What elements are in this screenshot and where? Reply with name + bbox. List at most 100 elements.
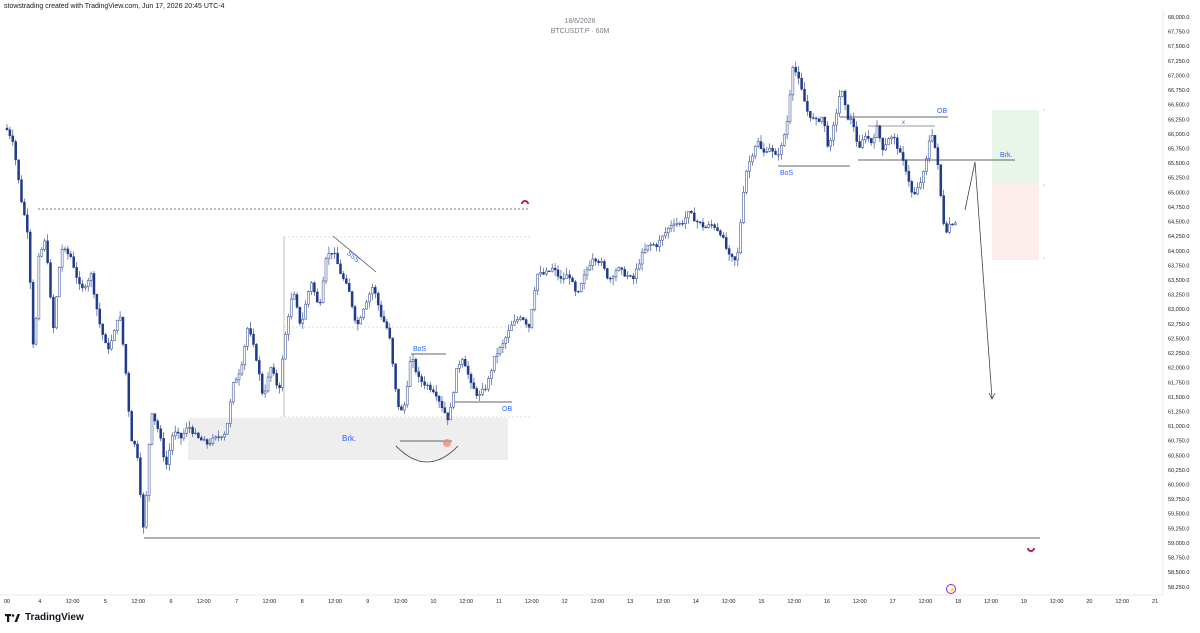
- candle-down: [200, 438, 202, 440]
- price-tick-label: 65,250.0: [1168, 176, 1189, 182]
- candle-up: [212, 438, 214, 443]
- candle-down: [192, 427, 194, 433]
- time-axis[interactable]: 00 4 12:00 5 12:00 6 12:00 7 12:00 8 12:00 9 12:00 10…: [4, 599, 1158, 605]
- candle-down: [218, 437, 220, 438]
- candle-up: [740, 223, 742, 253]
- candle-down: [844, 91, 846, 105]
- candle-up: [838, 97, 840, 113]
- candle-down: [438, 396, 440, 401]
- candle-down: [699, 222, 701, 223]
- candle-up: [551, 268, 553, 271]
- candle-down: [870, 138, 872, 142]
- candle-up: [209, 443, 211, 444]
- candle-down: [197, 433, 199, 438]
- candle-down: [914, 192, 916, 194]
- candle-up: [928, 141, 930, 159]
- candle-up: [302, 319, 304, 323]
- price-tick-label: 67,750.0: [1168, 30, 1189, 36]
- candle-down: [67, 249, 69, 254]
- time-tick-label: 16: [824, 599, 830, 605]
- candle-down: [560, 276, 562, 278]
- candle-down: [798, 72, 800, 78]
- candle-down: [656, 245, 658, 247]
- candle-down: [548, 271, 550, 272]
- candle-down: [273, 368, 275, 374]
- sss-label: SSS: [345, 250, 360, 265]
- time-tick-label: 4: [38, 599, 41, 605]
- candle-down: [142, 495, 144, 527]
- candle-up: [922, 171, 924, 182]
- candle-down: [951, 224, 953, 225]
- candle-down: [441, 401, 443, 407]
- candle-up: [566, 275, 568, 279]
- candle-down: [717, 228, 719, 231]
- candle-down: [15, 142, 17, 160]
- candle-up: [743, 192, 745, 222]
- candle-up: [241, 365, 243, 374]
- price-tick-label: 64,000.0: [1168, 249, 1189, 255]
- candle-up: [293, 295, 295, 300]
- candle-down: [896, 138, 898, 149]
- candle-down: [374, 287, 376, 293]
- candle-down: [435, 392, 437, 396]
- candle-down: [554, 268, 556, 270]
- candle-up: [777, 154, 779, 155]
- candle-up: [41, 249, 43, 256]
- candle-down: [609, 278, 611, 279]
- candle-down: [432, 390, 434, 392]
- candle-up: [586, 270, 588, 275]
- candle-up: [456, 368, 458, 392]
- ob-label-2: OB: [937, 108, 947, 115]
- candle-up: [145, 496, 147, 528]
- magnet-icon-top[interactable]: [521, 200, 529, 204]
- candle-down: [569, 275, 571, 278]
- candle-down: [392, 338, 394, 364]
- candle-down: [258, 360, 260, 374]
- candle-down: [255, 344, 257, 360]
- price-tick-label: 66,250.0: [1168, 117, 1189, 123]
- time-tick-label: 11: [496, 599, 502, 605]
- candle-down: [348, 283, 350, 291]
- time-tick-label: 12:00: [459, 599, 473, 605]
- tradingview-brand[interactable]: TradingView: [5, 612, 84, 623]
- time-tick-label: 12:00: [984, 599, 998, 605]
- price-tick-label: 59,000.0: [1168, 541, 1189, 547]
- candle-down: [815, 118, 817, 119]
- candle-up: [311, 283, 313, 292]
- time-tick-label: 12: [562, 599, 568, 605]
- time-tick-label: 12:00: [1050, 599, 1064, 605]
- candle-up: [769, 148, 771, 151]
- brk-label-2: Brk.: [1000, 152, 1013, 159]
- candle-series: [6, 62, 956, 534]
- candle-down: [824, 117, 826, 126]
- candle-down: [70, 254, 72, 257]
- candle-up: [224, 434, 226, 437]
- price-tick-label: 62,750.0: [1168, 322, 1189, 328]
- candle-up: [644, 250, 646, 253]
- price-tick-label: 66,500.0: [1168, 103, 1189, 109]
- price-tick-label: 59,750.0: [1168, 497, 1189, 503]
- tradingview-logo-icon: [5, 613, 21, 623]
- candle-up: [563, 278, 565, 279]
- candle-up: [479, 394, 481, 395]
- price-axis[interactable]: 68,000.0 67,750.0 67,500.0 67,250.0 67,000.0…: [1168, 15, 1189, 591]
- candle-up: [113, 330, 115, 340]
- candle-down: [719, 231, 721, 235]
- candle-up: [116, 320, 118, 330]
- price-tick-label: 65,000.0: [1168, 190, 1189, 196]
- candle-down: [276, 373, 278, 385]
- candle-up: [322, 281, 324, 303]
- price-tick-label: 61,000.0: [1168, 424, 1189, 430]
- magnet-icon-bottom[interactable]: [1027, 548, 1035, 552]
- candle-down: [351, 292, 353, 307]
- candle-down: [473, 383, 475, 389]
- candle-up: [589, 266, 591, 270]
- bos-label-2: BoS: [780, 170, 794, 177]
- candle-down: [166, 457, 168, 465]
- candle-up: [221, 437, 223, 438]
- time-tick-label: 12:00: [656, 599, 670, 605]
- candle-up: [186, 428, 188, 433]
- candle-up: [508, 330, 510, 337]
- candle-up: [84, 287, 86, 288]
